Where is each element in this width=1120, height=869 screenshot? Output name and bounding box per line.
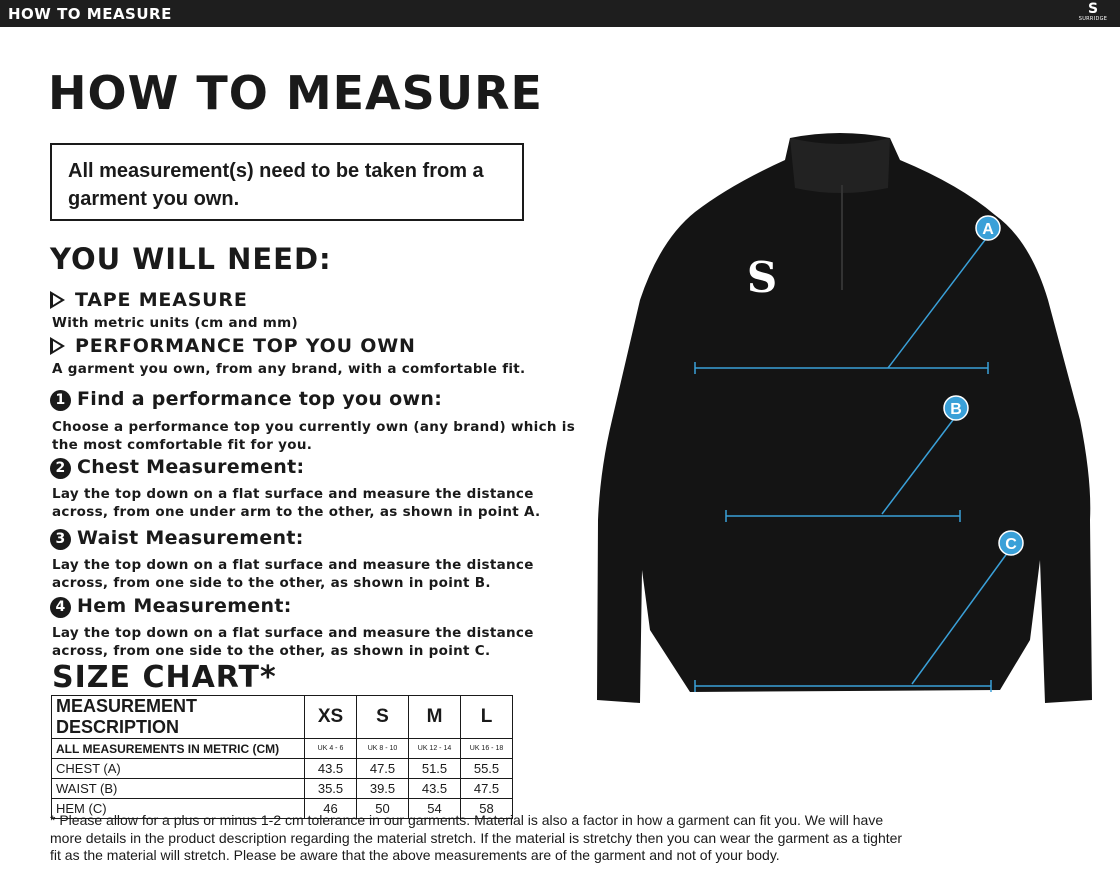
measure-lines bbox=[694, 235, 1009, 692]
header-title: HOW TO MEASURE bbox=[8, 5, 172, 23]
page-title: HOW TO MEASURE bbox=[48, 66, 543, 120]
need-item-tape: TAPE MEASURE bbox=[50, 289, 248, 311]
play-arrow-icon bbox=[50, 291, 65, 309]
step-text: Choose a performance top you currently o… bbox=[52, 419, 576, 453]
size-chart-heading: SIZE CHART* bbox=[52, 660, 277, 695]
footnote: * Please allow for a plus or minus 1-2 c… bbox=[50, 812, 903, 863]
point-a-marker: A bbox=[975, 215, 1001, 241]
need-desc: A garment you own, from any brand, with … bbox=[52, 361, 526, 377]
svg-text:B: B bbox=[950, 401, 962, 418]
svg-text:A: A bbox=[982, 221, 994, 238]
step-title: 3 Waist Measurement: bbox=[50, 527, 304, 550]
step-text: Lay the top down on a flat surface and m… bbox=[52, 557, 534, 591]
need-item-top: PERFORMANCE TOP YOU OWN bbox=[50, 335, 416, 357]
svg-text:C: C bbox=[1005, 536, 1017, 553]
garment-diagram: S A B C bbox=[597, 133, 1092, 703]
table-row: CHEST (A) 43.5 47.5 51.5 55.5 bbox=[51, 758, 513, 779]
size-chart-table: MEASUREMENT DESCRIPTION XS S M L ALL MEASURE… bbox=[51, 695, 513, 819]
step-title: 2 Chest Measurement: bbox=[50, 456, 304, 479]
table-header-row: MEASUREMENT DESCRIPTION XS S M L bbox=[51, 695, 513, 739]
note-box: All measurement(s) need to be taken from… bbox=[50, 143, 524, 221]
you-will-need-heading: YOU WILL NEED: bbox=[50, 242, 332, 276]
table-row: HEM (C) 46 50 54 58 bbox=[51, 798, 513, 819]
garment-body bbox=[597, 133, 1092, 703]
step-text: Lay the top down on a flat surface and m… bbox=[52, 486, 541, 520]
play-arrow-icon bbox=[50, 337, 65, 355]
point-b-marker: B bbox=[943, 395, 969, 421]
need-desc: With metric units (cm and mm) bbox=[52, 315, 299, 331]
header-bar: HOW TO MEASURE S SURRIDGE bbox=[0, 0, 1120, 27]
step-title: 4 Hem Measurement: bbox=[50, 595, 292, 618]
step-title: 1 Find a performance top you own: bbox=[50, 388, 442, 411]
point-c-marker: C bbox=[998, 530, 1024, 556]
brand-logo-mark: S bbox=[747, 253, 777, 302]
brand-logo: S SURRIDGE bbox=[1078, 1, 1108, 22]
step-text: Lay the top down on a flat surface and m… bbox=[52, 625, 534, 659]
table-row: WAIST (B) 35.5 39.5 43.5 47.5 bbox=[51, 778, 513, 799]
